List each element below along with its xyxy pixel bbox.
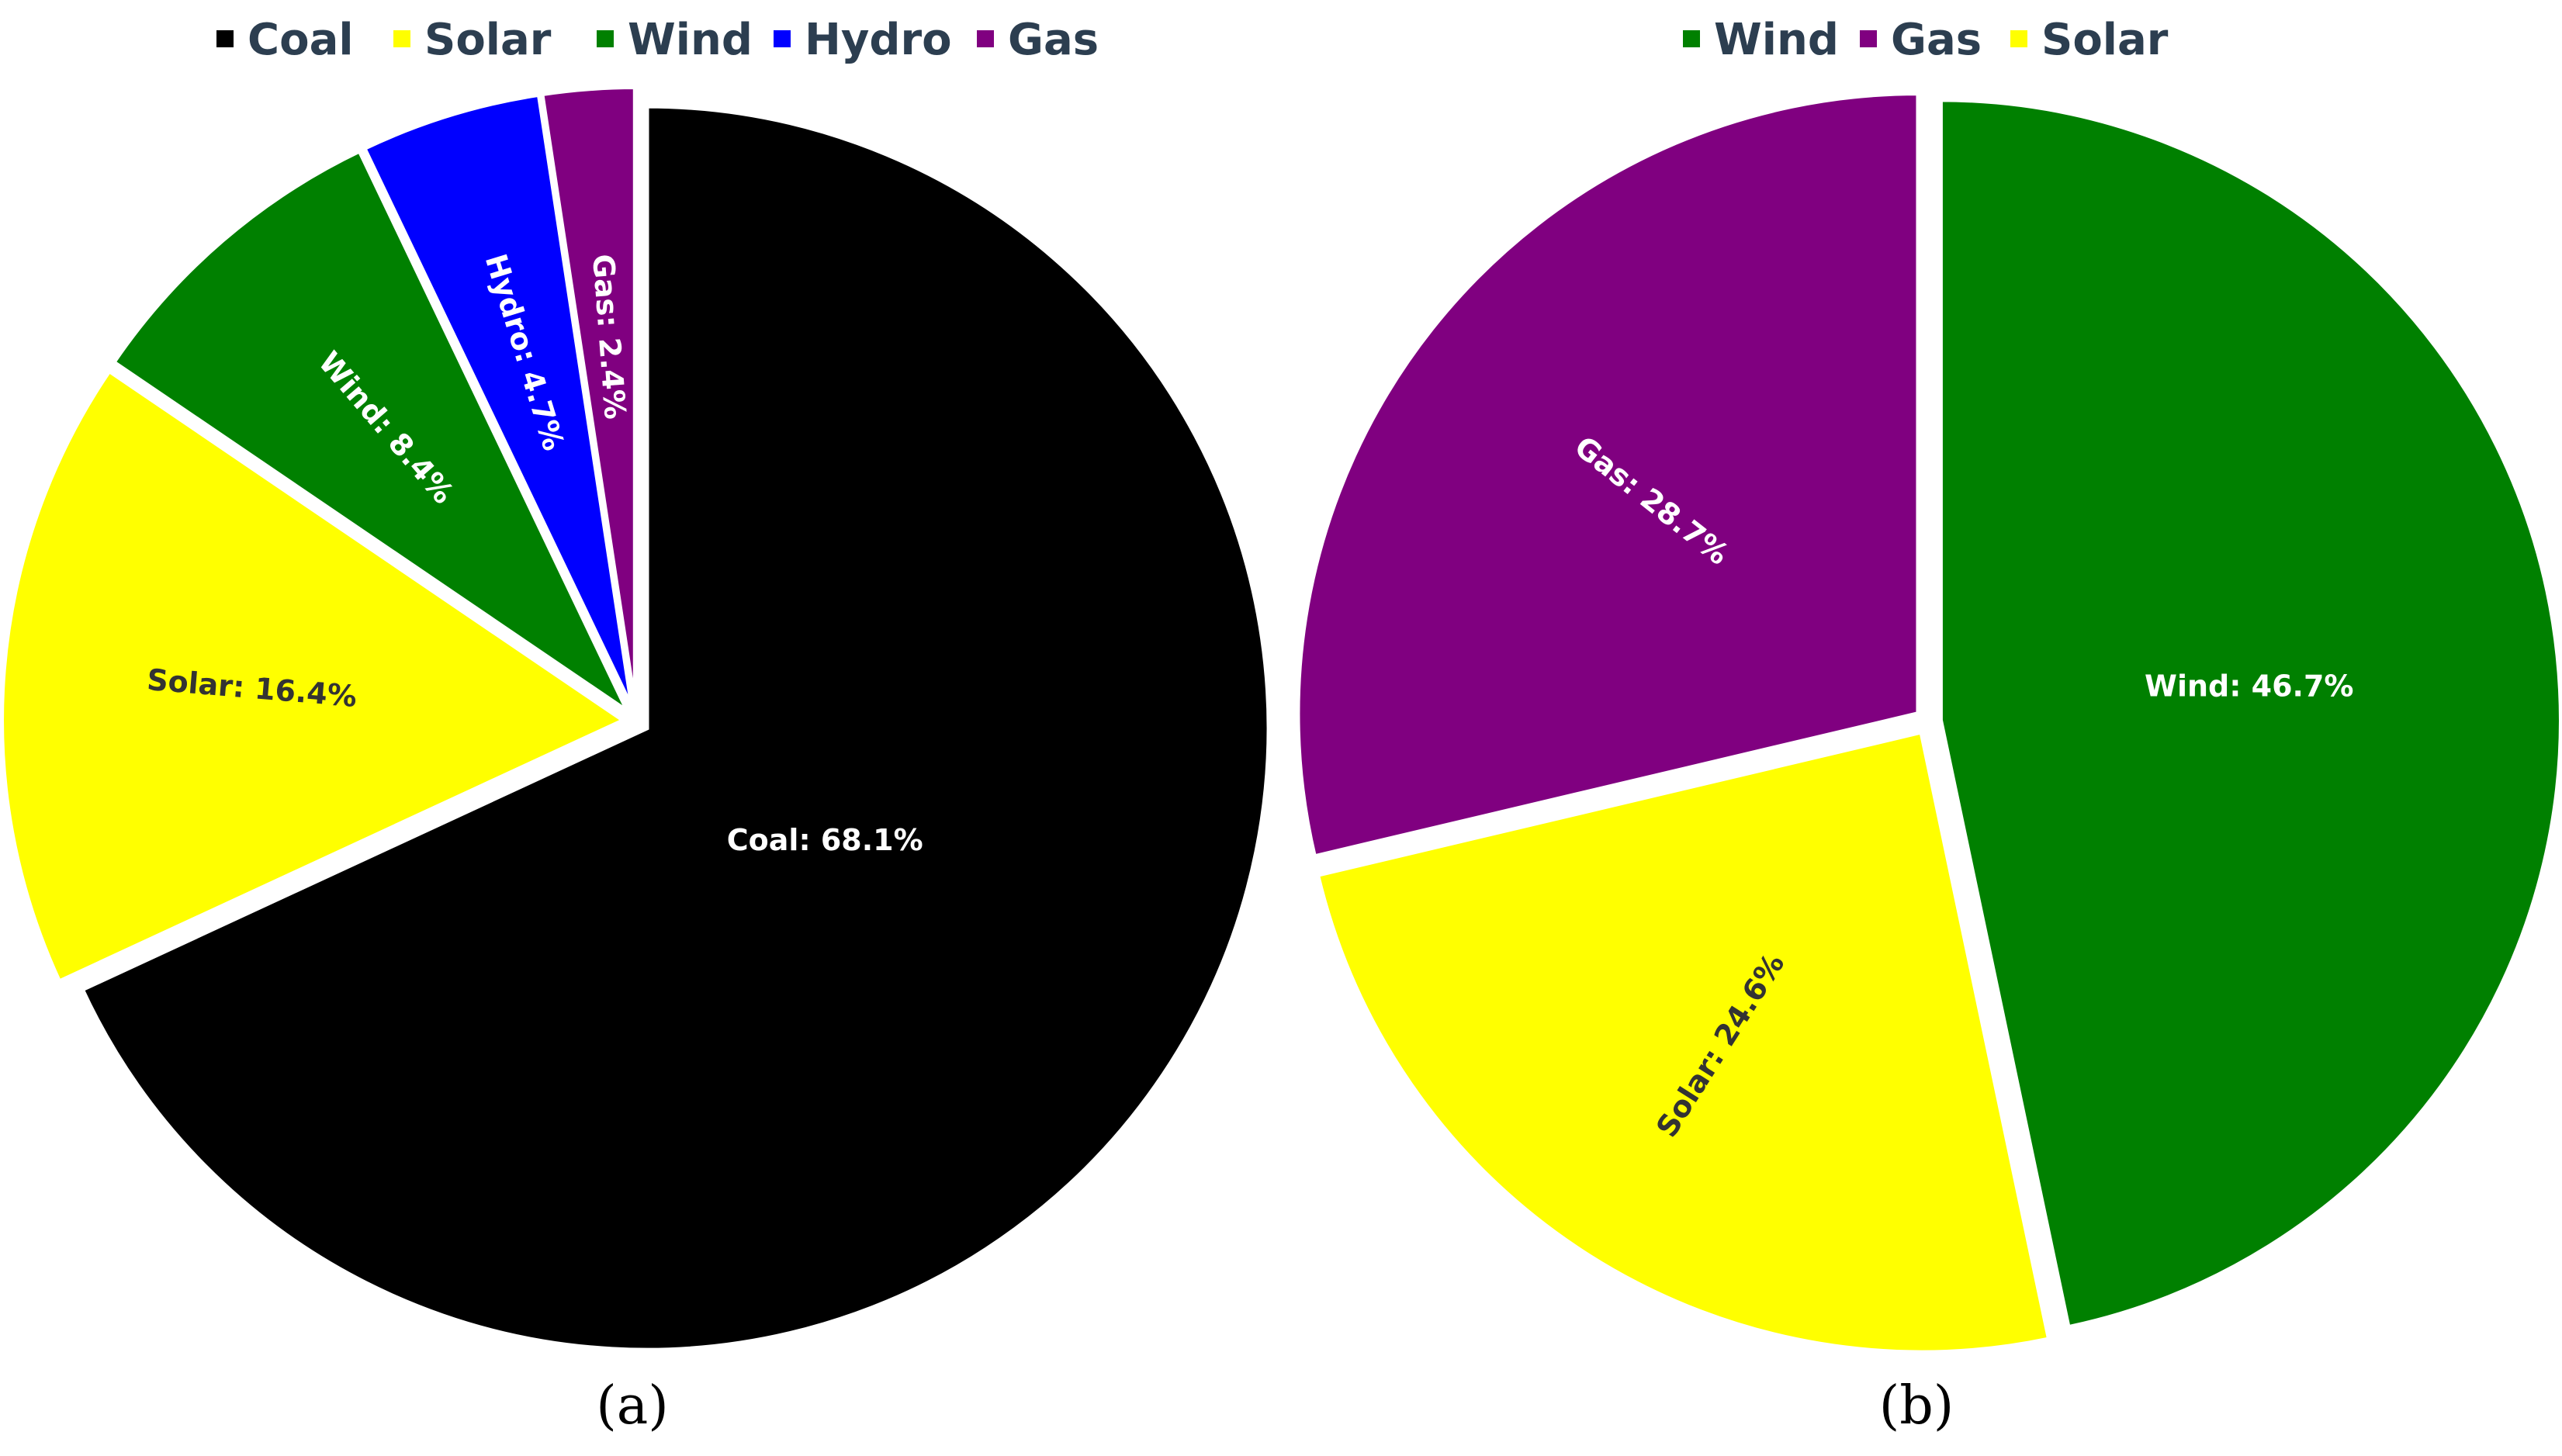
legend-b: Wind Gas Solar	[1683, 15, 2169, 65]
legend-marker-solar-b	[2010, 30, 2027, 47]
legend-label-gas-a: Gas	[1008, 15, 1099, 65]
legend-marker-hydro-a	[774, 30, 791, 47]
pie-slice-solar-b	[1314, 728, 2052, 1355]
pie-slice-gas-a	[538, 85, 638, 710]
legend-item-gas-b: Gas	[1860, 15, 1982, 65]
legend-label-coal-a: Coal	[248, 15, 354, 65]
legend-a: Coal Solar Wind Hydro Gas	[216, 15, 1099, 65]
legend-item-solar-b: Solar	[2010, 15, 2169, 65]
slice-label-wind-b: Wind: 46.7%	[2145, 669, 2353, 703]
slice-label-coal-a: Coal: 68.1%	[727, 823, 923, 857]
legend-item-coal-a: Coal	[216, 15, 354, 65]
legend-label-gas-b: Gas	[1891, 15, 1982, 65]
pie-chart-a: Coal Solar Wind Hydro Gas Coal: 68.1%Solar: …	[0, 15, 1272, 1437]
legend-marker-wind-a	[597, 30, 614, 47]
pie-slice-coal-a	[78, 103, 1272, 1353]
pie-slice-wind-b	[1937, 97, 2562, 1330]
pie-slice-hydro-a	[361, 92, 635, 711]
pie-slice-solar-a	[0, 367, 629, 985]
pie-slice-gas-b	[1295, 91, 1921, 860]
legend-item-wind-b: Wind	[1683, 15, 1839, 65]
legend-marker-gas-b	[1860, 30, 1877, 47]
pie-chart-b: Wind Gas Solar Wind: 46.7%Solar: 24.6%Gas:…	[1295, 15, 2562, 1437]
legend-marker-solar-a	[393, 30, 410, 47]
legend-item-solar-a: Solar	[393, 15, 552, 65]
slices-b	[1295, 91, 2562, 1355]
legend-label-solar-a: Solar	[424, 15, 552, 65]
legend-item-gas-a: Gas	[977, 15, 1099, 65]
legend-marker-wind-b	[1683, 30, 1700, 47]
legend-label-hydro-a: Hydro	[805, 15, 952, 65]
legend-item-hydro-a: Hydro	[774, 15, 952, 65]
legend-label-solar-b: Solar	[2041, 15, 2169, 65]
legend-marker-coal-a	[216, 30, 234, 47]
caption-b: (b)	[1879, 1375, 1954, 1437]
legend-item-wind-a: Wind	[597, 15, 753, 65]
legend-marker-gas-a	[977, 30, 994, 47]
slices-a	[0, 85, 1272, 1353]
legend-label-wind-b: Wind	[1714, 15, 1839, 65]
caption-a: (a)	[596, 1375, 669, 1437]
legend-label-wind-a: Wind	[628, 15, 753, 65]
pie-slice-wind-a	[110, 147, 635, 719]
